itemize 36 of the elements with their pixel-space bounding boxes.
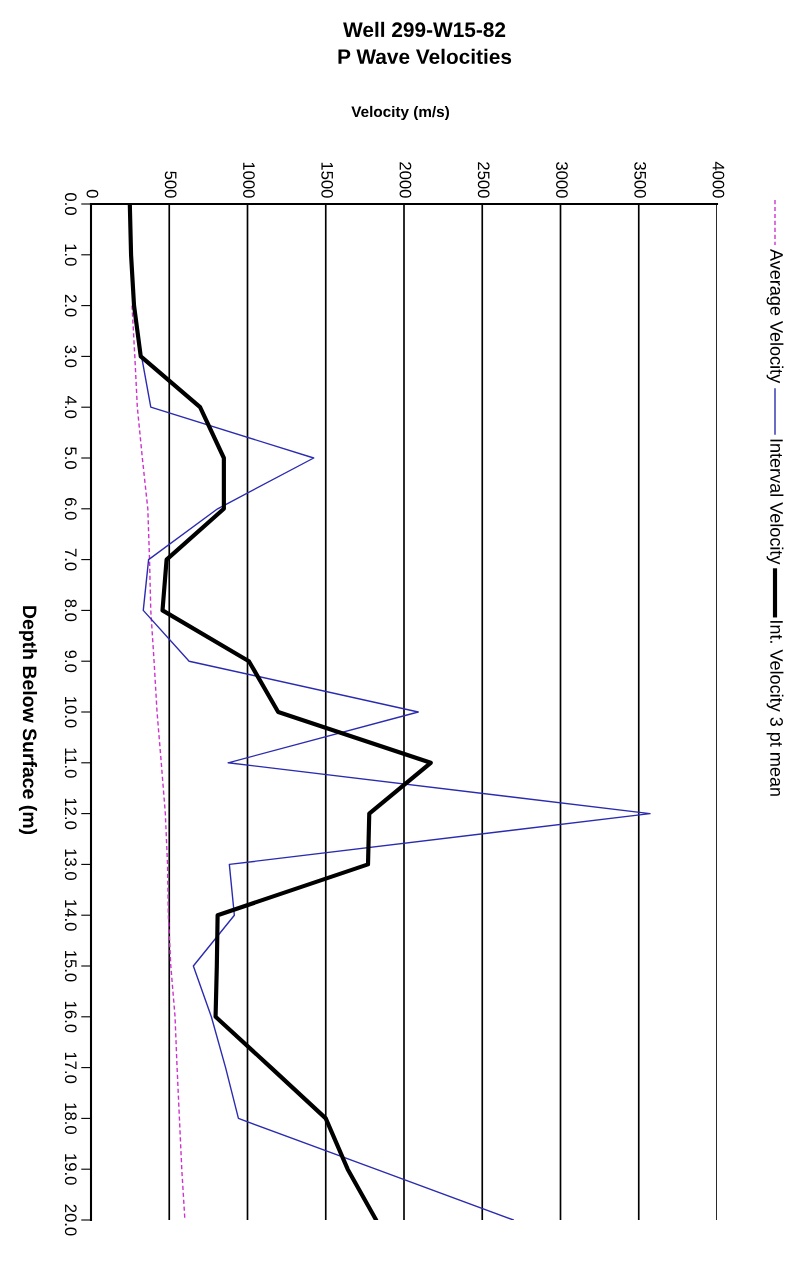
y-tick-label: 16.0 [64, 1001, 77, 1033]
x-tick-label: 2500 [477, 162, 490, 198]
y-tick-label: 20.0 [64, 1204, 77, 1236]
y-tick-label: 19.0 [64, 1154, 77, 1185]
y-tick-label: 9.0 [64, 650, 77, 673]
y-tick-label: 3.0 [64, 345, 77, 368]
y-tick-label: 18.0 [64, 1103, 77, 1134]
y-tick-label: 10.0 [64, 697, 77, 728]
y-tick-label: 0.0 [64, 193, 77, 215]
y-tick-label: 17.0 [64, 1052, 77, 1084]
y-tick-label: 14.0 [64, 900, 77, 931]
x-tick-label: 4000 [712, 161, 725, 198]
x-tick-label: 500 [164, 171, 177, 198]
y-tick-label: 1.0 [64, 244, 77, 266]
x-tick-label: 1000 [243, 162, 255, 198]
x-tick-label: 3500 [634, 162, 647, 198]
x-tick-label: 3000 [556, 162, 568, 198]
y-tick-label: 6.0 [64, 498, 77, 520]
text: Interval Velocity [766, 439, 784, 565]
y-tick-label: 4.0 [64, 396, 77, 419]
text: Average Velocity [766, 249, 784, 384]
y-axis-title: Depth Below Surface (m) [18, 606, 38, 835]
y-tick-label: 5.0 [64, 447, 77, 469]
y-tick-label: 13.0 [64, 849, 77, 880]
y-tick-label: 15.0 [64, 951, 77, 982]
text: Int. Velocity 3 pt mean [766, 621, 784, 796]
y-tick-label: 2.0 [64, 294, 77, 317]
x-tick-label: 0 [86, 189, 99, 198]
x-axis-title: Velocity (m/s) [351, 105, 449, 121]
y-tick-label: 8.0 [64, 599, 77, 622]
x-tick-label: 1500 [321, 162, 334, 198]
y-tick-label: 7.0 [64, 548, 77, 571]
chart-title: Well 299-W15-82 P Wave Velocities [338, 21, 512, 65]
y-tick-label: 12.0 [64, 798, 77, 830]
y-tick-label: 11.0 [64, 748, 77, 778]
x-tick-label: 2000 [399, 162, 412, 198]
